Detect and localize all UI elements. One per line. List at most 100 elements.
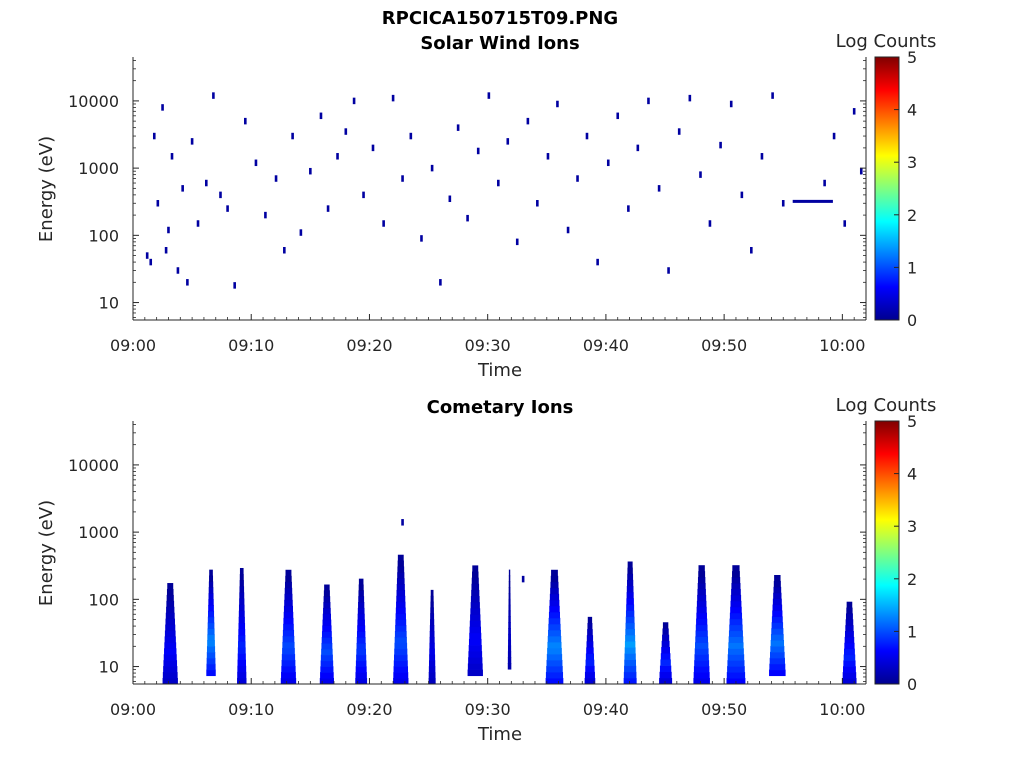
- data-cell: [429, 625, 435, 632]
- data-cell: [508, 622, 511, 629]
- data-cell: [162, 672, 178, 679]
- x-tick-label: 09:00: [110, 700, 156, 719]
- data-cell: [336, 153, 339, 160]
- data-cell: [356, 637, 366, 644]
- data-cell: [774, 574, 781, 582]
- data-cell: [238, 616, 245, 624]
- data-cell: [320, 666, 334, 673]
- data-cell: [694, 654, 709, 661]
- data-cell: [576, 175, 579, 182]
- data-cell: [470, 596, 480, 603]
- data-cell: [476, 147, 480, 155]
- data-cell: [470, 602, 480, 609]
- data-cell: [430, 595, 434, 603]
- x-tick-label: 10:00: [819, 336, 865, 355]
- data-cell: [206, 657, 216, 665]
- colorbar-gradient: [874, 420, 900, 685]
- data-cell: [322, 625, 332, 632]
- data-cell: [587, 622, 593, 630]
- data-cell: [355, 677, 368, 685]
- data-cell: [285, 569, 292, 577]
- data-cell: [546, 153, 550, 160]
- data-cell: [584, 677, 596, 685]
- data-cell: [207, 640, 215, 647]
- data-cell: [321, 648, 333, 656]
- data-cell: [208, 593, 214, 600]
- data-cell: [843, 660, 856, 667]
- y-tick-label: 10000: [68, 92, 119, 111]
- data-cell: [487, 92, 491, 99]
- data-cell: [420, 235, 423, 242]
- data-cell: [550, 575, 559, 583]
- y-tick-label: 1000: [78, 523, 119, 542]
- data-cell: [282, 635, 295, 643]
- data-cell: [625, 628, 635, 636]
- data-cell: [233, 282, 236, 289]
- data-cell: [549, 605, 560, 613]
- data-cell: [584, 671, 595, 679]
- data-cell: [760, 153, 764, 160]
- data-cell: [626, 592, 634, 599]
- data-cell: [470, 614, 481, 621]
- data-cell: [283, 246, 286, 254]
- data-cell: [750, 246, 753, 254]
- data-cell: [773, 580, 781, 588]
- x-tick-label: 09:20: [346, 700, 392, 719]
- data-cell: [324, 584, 330, 592]
- x-tick-label: 09:00: [110, 336, 156, 355]
- data-cell: [319, 112, 323, 120]
- data-cell: [209, 569, 213, 577]
- data-cell: [732, 565, 740, 572]
- data-cell: [769, 669, 786, 677]
- data-cell: [280, 677, 297, 685]
- data-cell: [356, 642, 366, 650]
- data-cell: [472, 571, 479, 579]
- data-cell: [586, 641, 594, 648]
- data-cell: [283, 605, 293, 613]
- data-cell: [319, 677, 334, 685]
- data-cell: [772, 610, 783, 617]
- data-cell: [625, 610, 635, 618]
- data-cell: [430, 613, 435, 620]
- data-cell: [470, 608, 481, 615]
- data-cell: [845, 613, 853, 620]
- x-tick-label: 09:50: [701, 336, 747, 355]
- data-cell: [508, 610, 511, 617]
- data-cell: [844, 642, 855, 650]
- data-cell: [508, 639, 512, 647]
- data-cell: [727, 660, 745, 667]
- data-cell: [661, 640, 670, 648]
- data-cell: [207, 616, 215, 624]
- data-cell: [395, 607, 406, 615]
- data-cell: [697, 588, 706, 596]
- data-cell: [164, 642, 177, 649]
- data-cell: [772, 598, 782, 606]
- data-cell: [771, 622, 784, 629]
- data-cell: [769, 663, 786, 671]
- data-cell: [320, 672, 334, 679]
- data-cell: [468, 645, 482, 652]
- data-cell: [726, 672, 746, 679]
- data-cell: [164, 630, 176, 637]
- data-cell: [697, 577, 706, 584]
- x-tick-label: 09:30: [465, 700, 511, 719]
- data-cell: [508, 633, 511, 641]
- data-cell: [660, 659, 671, 666]
- data-cell: [320, 654, 333, 662]
- data-cell: [586, 635, 594, 642]
- data-cell: [284, 587, 293, 595]
- data-cell: [695, 642, 709, 649]
- data-cell: [536, 200, 539, 207]
- data-cell: [145, 252, 149, 259]
- axes: 09:00 09:10 09:20 09:30 09:40 09:50 10:00 10 100…: [68, 421, 867, 719]
- data-cell: [166, 606, 175, 614]
- data-cell: [624, 641, 636, 648]
- data-cell: [842, 672, 857, 679]
- data-cell: [832, 132, 836, 140]
- data-cell: [471, 583, 480, 591]
- data-cell: [771, 616, 783, 623]
- data-layer: [145, 92, 863, 289]
- data-cell: [430, 589, 434, 597]
- data-cell: [843, 654, 856, 661]
- data-cell: [357, 625, 366, 632]
